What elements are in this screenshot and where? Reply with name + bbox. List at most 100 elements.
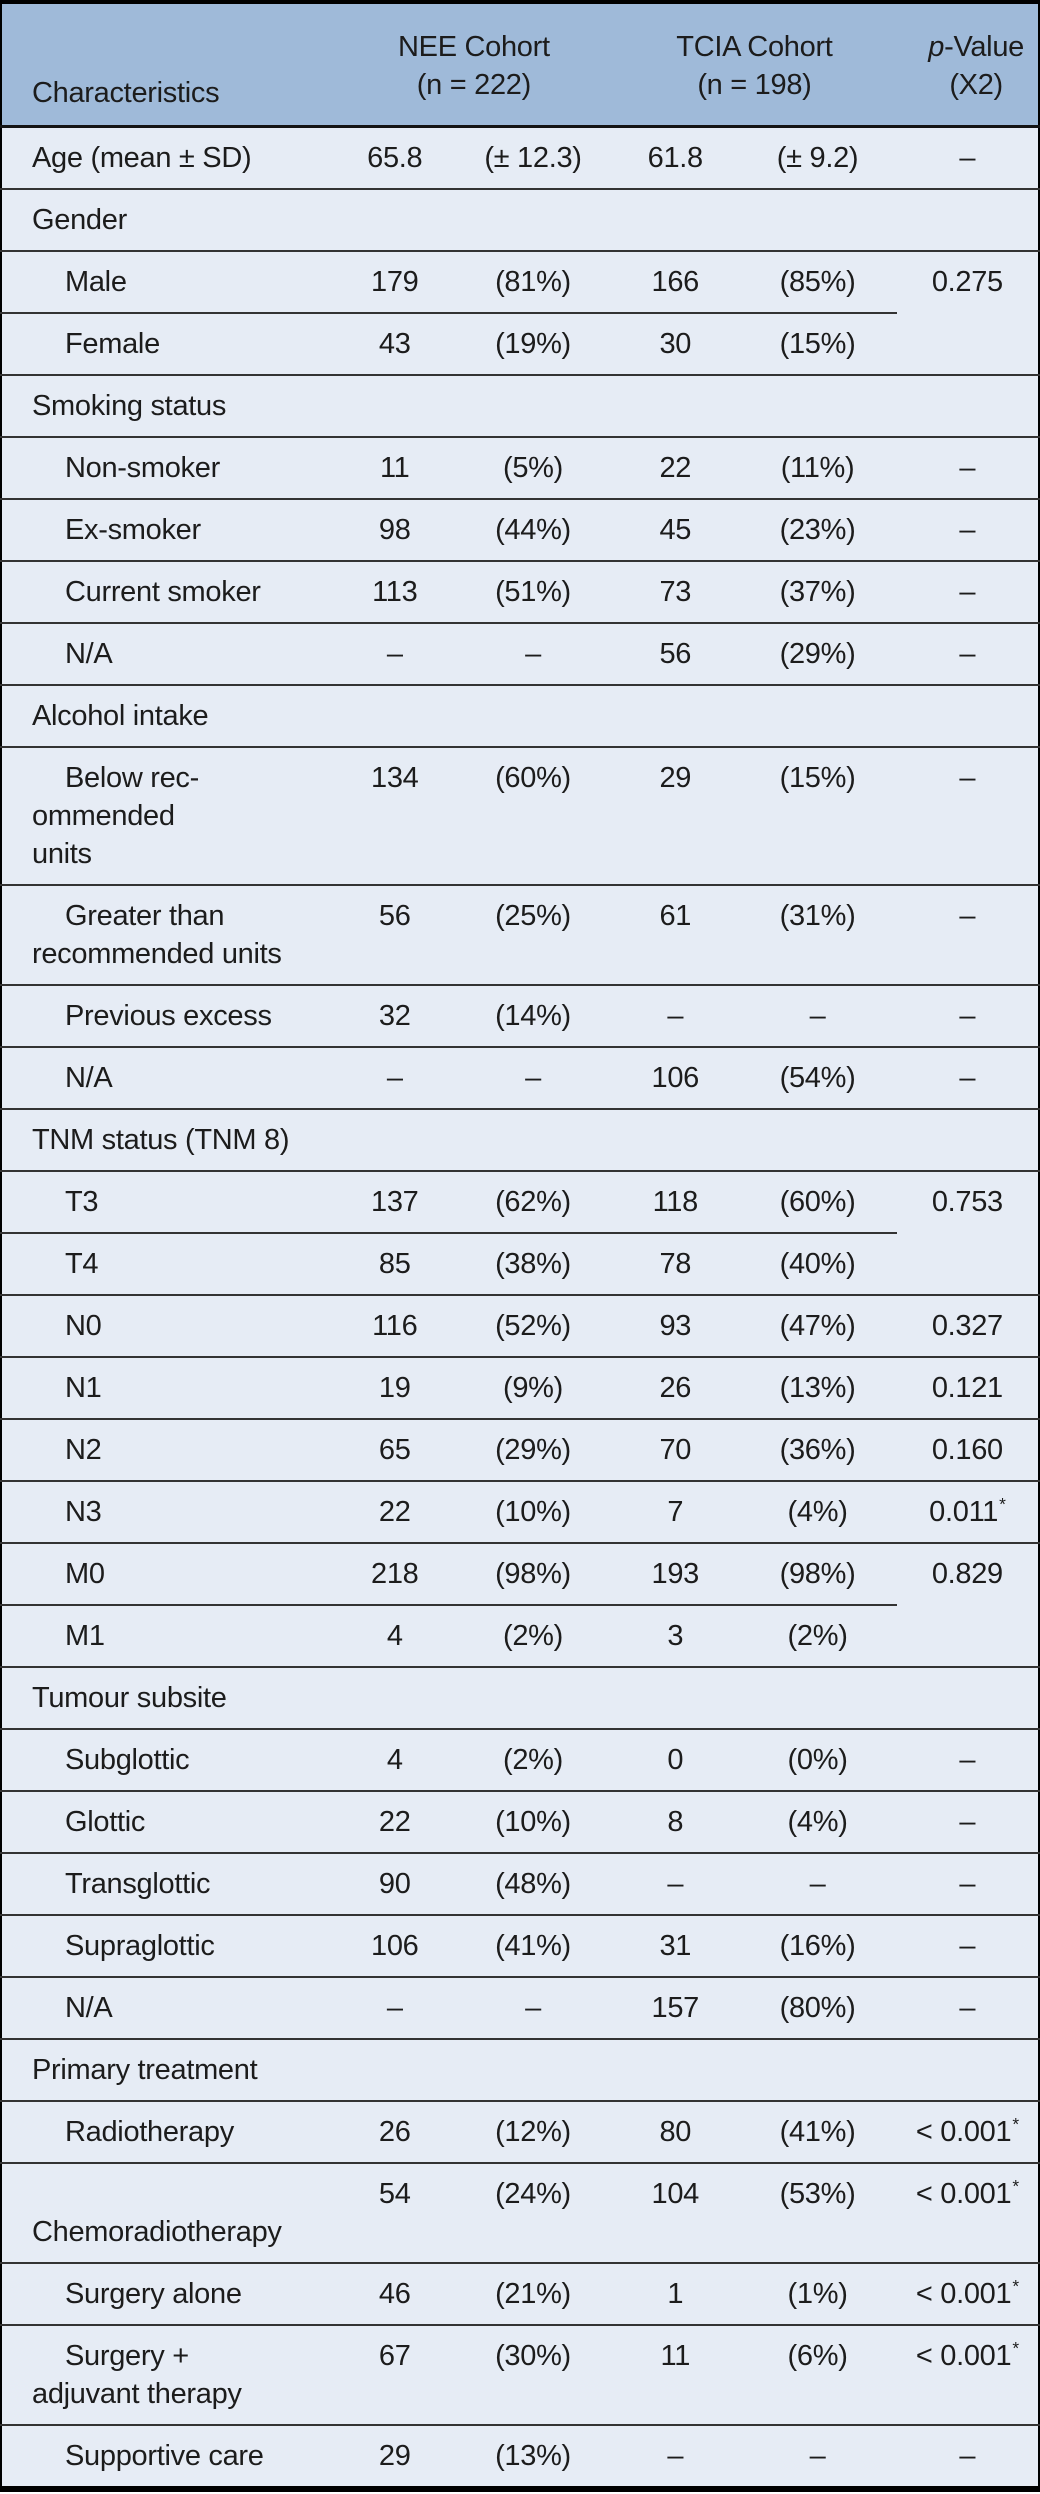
row-label: Age (mean ± SD) — [1, 126, 336, 190]
cell-tcia-n: 104 — [612, 2163, 739, 2264]
section-row: TNM status (TNM 8) — [1, 1109, 1039, 1172]
cell-tcia-pct: (41%) — [738, 2101, 897, 2164]
cell-tcia-n: 7 — [612, 1481, 739, 1544]
significance-marker: * — [1012, 2338, 1019, 2359]
cell-nee-pct: (98%) — [453, 1543, 613, 1606]
cell-tcia-pct: – — [738, 985, 897, 1048]
cell-tcia-n: 61 — [612, 885, 739, 986]
table-row: N/A – –106 (54%) – — [1, 1047, 1039, 1110]
row-label-line: ommended — [32, 800, 175, 832]
row-label: M1 — [1, 1605, 336, 1668]
cell-nee-pct: (± 12.3) — [453, 126, 613, 190]
row-label-line: Non-smoker — [65, 452, 220, 484]
cell-tcia-pct: (36%) — [738, 1419, 897, 1482]
section-label: Tumour subsite — [1, 1667, 1039, 1730]
cell-nee-pct: (41%) — [453, 1915, 613, 1978]
cell-tcia-n: 106 — [612, 1047, 739, 1110]
row-label-line: Male — [65, 266, 127, 298]
cell-nee-pct: (5%) — [453, 437, 613, 500]
cell-p-value: 0.753 — [896, 1171, 1039, 1296]
cell-nee-n: 106 — [335, 1915, 454, 1978]
cell-tcia-n: 29 — [612, 747, 739, 886]
cell-nee-n: 22 — [335, 1791, 454, 1854]
row-label: Subglottic — [1, 1729, 336, 1792]
row-label-line: Previous excess — [65, 1000, 272, 1032]
table-row: Surgery + adjuvant therapy 67 (30%) 11 (6%) < … — [1, 2325, 1039, 2426]
cell-tcia-pct: (16%) — [738, 1915, 897, 1978]
row-label: N0 — [1, 1295, 336, 1358]
cell-p-value: < 0.001* — [896, 2263, 1039, 2326]
cell-tcia-pct: (± 9.2) — [738, 126, 897, 190]
cell-nee-pct: (10%) — [453, 1481, 613, 1544]
cell-tcia-pct: (60%) — [738, 1171, 897, 1234]
cell-tcia-n: 93 — [612, 1295, 739, 1358]
cell-nee-n: – — [335, 1977, 454, 2040]
cell-tcia-pct: (15%) — [738, 747, 897, 886]
cell-tcia-n: 45 — [612, 499, 739, 562]
section-row: Smoking status — [1, 375, 1039, 438]
cell-p-value: 0.275 — [896, 251, 1039, 376]
cell-nee-n: 218 — [335, 1543, 454, 1606]
table-row: Female 43 (19%) 30 (15%) — [1, 313, 1039, 376]
cell-nee-pct: (30%) — [453, 2325, 613, 2426]
table-row: N/A – –157 (80%) – — [1, 1977, 1039, 2040]
cell-p-value: – — [896, 499, 1039, 562]
table-row: Glottic 22 (10%) 8 (4%) – — [1, 1791, 1039, 1854]
cell-p-value: 0.121 — [896, 1357, 1039, 1420]
cell-tcia-pct: (29%) — [738, 623, 897, 686]
cell-nee-pct: (9%) — [453, 1357, 613, 1420]
table-row: N/A – –56 (29%) – — [1, 623, 1039, 686]
cell-nee-pct: (51%) — [453, 561, 613, 624]
cell-nee-pct: – — [453, 623, 613, 686]
table-row: Non-smoker 11 (5%) 22 (11%) – — [1, 437, 1039, 500]
row-label-line: T4 — [65, 1248, 99, 1280]
table-row: Supraglottic 106 (41%) 31 (16%) – — [1, 1915, 1039, 1978]
cell-nee-pct: (12%) — [453, 2101, 613, 2164]
cell-tcia-pct: – — [738, 1853, 897, 1916]
row-label-line: adjuvant therapy — [32, 2378, 242, 2410]
cell-nee-n: 54 — [335, 2163, 454, 2264]
cell-nee-n: 4 — [335, 1729, 454, 1792]
cell-nee-n: 113 — [335, 561, 454, 624]
cell-tcia-n: 22 — [612, 437, 739, 500]
cell-tcia-n: 70 — [612, 1419, 739, 1482]
cell-p-value: – — [896, 623, 1039, 686]
cell-tcia-pct: (23%) — [738, 499, 897, 562]
cell-tcia-pct: (4%) — [738, 1481, 897, 1544]
section-row: Primary treatment — [1, 2039, 1039, 2102]
header-row: Characteristics NEE Cohort (n = 222) TCI… — [1, 2, 1039, 128]
row-label-line: M1 — [65, 1620, 105, 1652]
table-body: Age (mean ± SD) 65.8 (± 12.3) 61.8 (± 9.2) – G… — [1, 126, 1039, 2490]
header-tcia-line2: (n = 198) — [697, 69, 812, 101]
cell-p-value: < 0.001* — [896, 2325, 1039, 2426]
significance-marker: * — [999, 1494, 1006, 1515]
row-label: Previous excess — [1, 985, 336, 1048]
row-label: T4 — [1, 1233, 336, 1296]
header-nee-line2: (n = 222) — [416, 69, 531, 101]
table-row: Radiotherapy 26 (12%) 80 (41%) < 0.001* — [1, 2101, 1039, 2164]
cell-tcia-n: 166 — [612, 251, 739, 314]
table-row: Ex-smoker 98 (44%) 45 (23%) – — [1, 499, 1039, 562]
significance-marker: * — [1012, 2176, 1019, 2197]
cell-nee-pct: (44%) — [453, 499, 613, 562]
cell-p-value: 0.829 — [896, 1543, 1039, 1668]
section-label: Gender — [1, 189, 1039, 252]
cell-tcia-pct: – — [809, 2440, 826, 2472]
table-row: N0 116 (52%) 93 (47%) 0.327 — [1, 1295, 1039, 1358]
cell-p-value: – — [896, 747, 1039, 886]
row-label-line: Current smoker — [65, 576, 261, 608]
table-row: Below rec-ommended units 134 (60%) 29 (15%) – — [1, 747, 1039, 886]
cell-p-value: 0.160 — [896, 1419, 1039, 1482]
cell-nee-n: 65.8 — [335, 126, 454, 190]
row-label-line: Surgery alone — [65, 2278, 242, 2310]
table-row: N1 19 (9%) 26 (13%) 0.121 — [1, 1357, 1039, 1420]
row-label: T3 — [1, 1171, 336, 1234]
p-value-rest: -Value — [944, 31, 1024, 63]
row-label: N2 — [1, 1419, 336, 1482]
header-p-value: p-Value (X2) — [896, 2, 1039, 128]
cell-nee-pct: – — [453, 1047, 613, 1110]
cell-tcia-pct: (4%) — [738, 1791, 897, 1854]
cell-p-value: – — [896, 437, 1039, 500]
row-label: N3 — [1, 1481, 336, 1544]
